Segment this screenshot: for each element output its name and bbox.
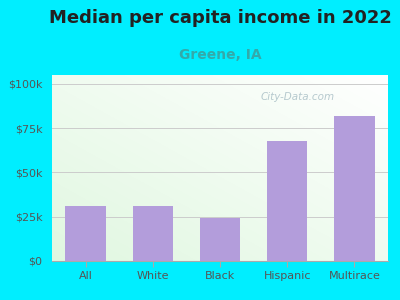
Bar — [66, 206, 106, 261]
Text: Greene, IA: Greene, IA — [179, 48, 261, 62]
Bar — [334, 116, 374, 261]
Text: Median per capita income in 2022: Median per capita income in 2022 — [48, 9, 392, 27]
Bar — [133, 206, 173, 261]
Text: City-Data.com: City-Data.com — [260, 92, 334, 102]
Bar — [200, 218, 240, 261]
Bar — [267, 140, 307, 261]
